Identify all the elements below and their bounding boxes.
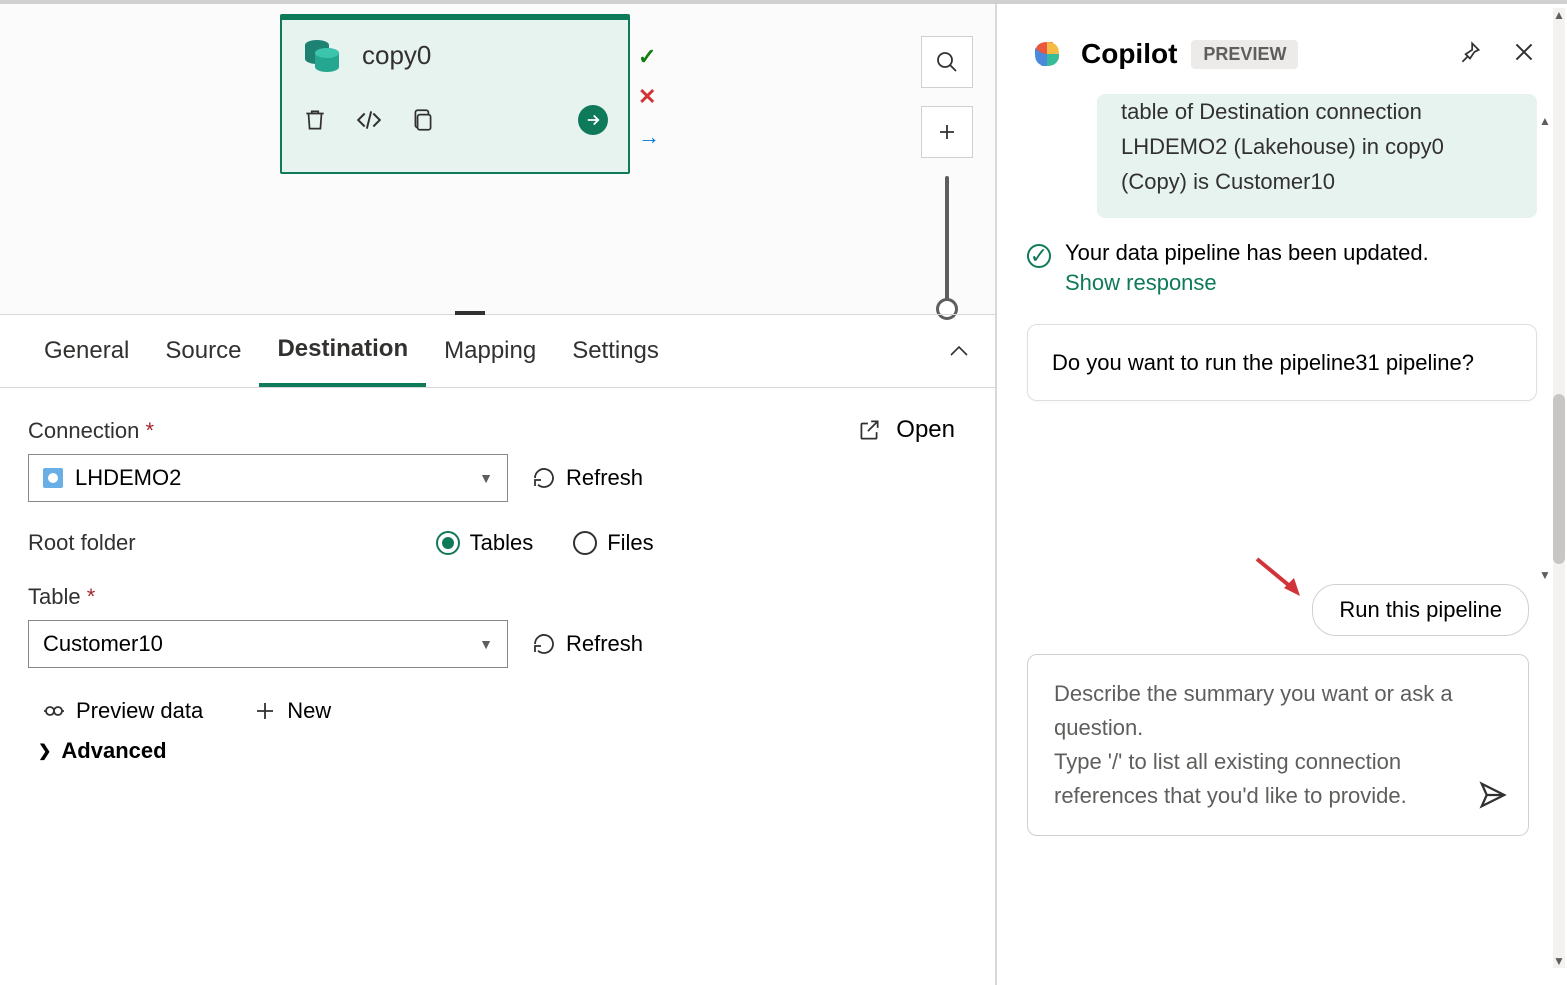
copilot-input[interactable]: Describe the summary you want or ask a q… — [1027, 654, 1529, 836]
activity-header: copy0 — [302, 35, 608, 75]
vertical-scrollbar[interactable]: ▲ ▼ — [1553, 8, 1565, 968]
search-canvas-button[interactable] — [921, 36, 973, 88]
preview-badge: PREVIEW — [1191, 40, 1298, 69]
refresh-table-link[interactable]: Refresh — [532, 631, 643, 657]
app-root: copy0 ✓ — [0, 0, 1567, 985]
copilot-header: Copilot PREVIEW — [1017, 4, 1547, 84]
input-placeholder: Describe the summary you want or ask a q… — [1054, 677, 1468, 813]
table-value: Customer10 — [43, 631, 163, 657]
send-icon[interactable] — [1478, 780, 1508, 815]
annotation-arrow — [1252, 554, 1312, 609]
status-text: Your data pipeline has been updated. — [1065, 240, 1429, 265]
collapse-panel-icon[interactable] — [949, 340, 969, 363]
destination-form: Open Connection * LHDEMO2 ▼ Refresh — [0, 388, 995, 985]
table-label: Table * — [28, 584, 967, 610]
workspace: copy0 ✓ — [0, 4, 997, 985]
activity-title: copy0 — [362, 40, 431, 71]
chevron-down-icon: ▼ — [479, 636, 493, 652]
zoom-slider[interactable] — [945, 176, 949, 316]
tab-mapping[interactable]: Mapping — [426, 317, 554, 385]
preview-data-link[interactable]: Preview data — [42, 698, 203, 724]
properties-tabs: General Source Destination Mapping Setti… — [0, 314, 995, 388]
run-arrow-button[interactable] — [578, 105, 608, 135]
pin-icon[interactable] — [1457, 39, 1483, 70]
chevron-down-icon: ▼ — [479, 470, 493, 486]
lakehouse-icon — [43, 468, 63, 488]
connection-select[interactable]: LHDEMO2 ▼ — [28, 454, 508, 502]
database-icon — [302, 35, 342, 75]
tab-destination[interactable]: Destination — [259, 315, 426, 387]
tab-general[interactable]: General — [26, 317, 147, 385]
zoom-in-button[interactable] — [921, 106, 973, 158]
copy-icon[interactable] — [410, 107, 436, 133]
activity-status-icons: ✓ ✕ → — [638, 44, 660, 150]
pipeline-updated-status: ✓ Your data pipeline has been updated. S… — [1027, 240, 1537, 296]
open-label: Open — [896, 416, 955, 444]
advanced-toggle[interactable]: ❯ Advanced — [28, 738, 967, 764]
copilot-logo-icon — [1027, 34, 1067, 74]
open-connection-link[interactable]: Open — [856, 416, 955, 444]
show-response-link[interactable]: Show response — [1065, 270, 1429, 296]
assistant-message-green: table of Destination connection LHDEMO2 … — [1097, 94, 1537, 218]
connection-label: Connection * — [28, 418, 967, 444]
success-check-icon: ✓ — [1027, 244, 1051, 268]
chat-scroll-indicator[interactable]: ▲ ▼ — [1539, 114, 1551, 582]
radio-tables[interactable]: Tables — [436, 530, 534, 556]
code-icon[interactable] — [356, 107, 382, 133]
run-pipeline-suggestion[interactable]: Run this pipeline — [1312, 584, 1529, 636]
skip-status-icon[interactable]: → — [638, 124, 660, 150]
chat-area: ▲ ▼ table of Destination connection LHDE… — [1017, 84, 1547, 824]
copilot-panel: Copilot PREVIEW ▲ ▼ table of Destination… — [997, 4, 1567, 985]
failure-status-icon[interactable]: ✕ — [638, 84, 660, 110]
tab-settings[interactable]: Settings — [554, 317, 677, 385]
success-status-icon[interactable]: ✓ — [638, 44, 660, 70]
root-folder-label: Root folder — [28, 530, 136, 556]
delete-icon[interactable] — [302, 107, 328, 133]
refresh-connection-link[interactable]: Refresh — [532, 465, 643, 491]
radio-files-input[interactable] — [573, 531, 597, 555]
new-table-link[interactable]: New — [253, 698, 331, 724]
canvas-controls — [921, 36, 973, 316]
copilot-title: Copilot — [1081, 38, 1177, 70]
activity-toolbar — [302, 105, 608, 135]
table-select[interactable]: Customer10 ▼ — [28, 620, 508, 668]
close-icon[interactable] — [1511, 39, 1537, 70]
scrollbar-thumb[interactable] — [1553, 394, 1565, 564]
radio-tables-input[interactable] — [436, 531, 460, 555]
copy-activity-card[interactable]: copy0 — [280, 14, 630, 174]
radio-files[interactable]: Files — [573, 530, 653, 556]
connection-value: LHDEMO2 — [75, 465, 181, 491]
pipeline-canvas[interactable]: copy0 ✓ — [0, 4, 995, 314]
tab-source[interactable]: Source — [147, 317, 259, 385]
assistant-message-white: Do you want to run the pipeline31 pipeli… — [1027, 324, 1537, 401]
chevron-right-icon: ❯ — [38, 741, 51, 761]
